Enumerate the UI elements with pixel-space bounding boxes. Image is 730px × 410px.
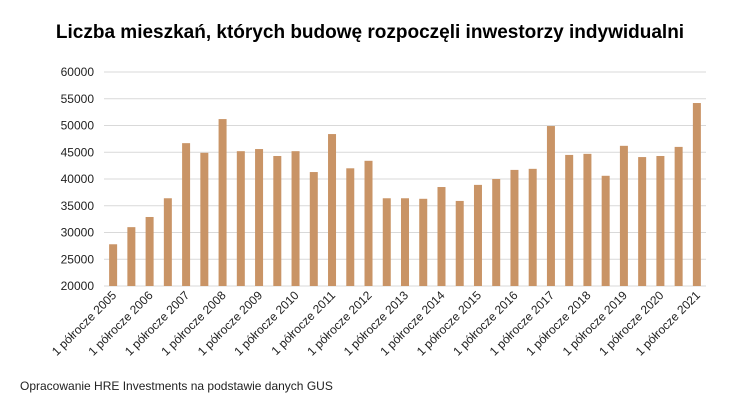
- x-tick-label: 1 półrocze 2010: [231, 288, 302, 359]
- bar: [273, 155, 282, 286]
- x-tick-label: 1 półrocze 2012: [304, 288, 375, 359]
- y-tick-label: 30000: [61, 226, 95, 240]
- bar: [601, 175, 610, 286]
- x-tick-label: 1 półrocze 2018: [523, 288, 594, 359]
- bar: [583, 153, 592, 286]
- x-tick-label: 1 półrocze 2015: [414, 288, 485, 359]
- bar: [674, 146, 683, 286]
- x-tick-label: 1 półrocze 2021: [633, 288, 704, 359]
- x-tick-label: 1 półrocze 2013: [341, 288, 412, 359]
- bar: [565, 154, 574, 286]
- bar: [692, 103, 701, 286]
- y-tick-label: 60000: [61, 65, 95, 79]
- source-note: Opracowanie HRE Investments na podstawie…: [20, 379, 333, 393]
- bar: [328, 134, 337, 286]
- x-tick-label: 1 półrocze 2017: [487, 288, 558, 359]
- x-tick-label: 1 półrocze 2007: [122, 288, 193, 359]
- x-tick-label: 1 półrocze 2011: [268, 288, 338, 358]
- bar: [218, 119, 227, 286]
- y-tick-label: 40000: [61, 172, 95, 186]
- y-tick-label: 25000: [61, 252, 95, 266]
- bar: [619, 145, 628, 286]
- bar: [656, 155, 665, 286]
- bar: [145, 216, 154, 286]
- bar: [401, 198, 409, 286]
- bar: [346, 168, 355, 286]
- x-tick-label: 1 półrocze 2016: [450, 288, 521, 359]
- x-tick-label: 1 półrocze 2009: [195, 288, 266, 359]
- bar: [492, 179, 501, 286]
- bar: [182, 143, 191, 286]
- bar: [437, 187, 446, 286]
- bar: [510, 169, 519, 286]
- bar: [528, 168, 537, 286]
- x-tick-label: 1 półrocze 2019: [560, 288, 631, 359]
- bar: [200, 152, 209, 286]
- x-tick-label: 1 półrocze 2006: [85, 288, 156, 359]
- bar: [546, 126, 555, 286]
- y-tick-label: 35000: [61, 199, 95, 213]
- bar: [291, 151, 300, 286]
- x-tick-label: 1 półrocze 2005: [49, 288, 120, 359]
- bar: [309, 172, 318, 286]
- y-tick-label: 50000: [61, 119, 95, 133]
- y-tick-label: 55000: [61, 92, 95, 106]
- bar: [163, 198, 172, 286]
- bar: [455, 200, 464, 286]
- bar: [638, 157, 647, 286]
- y-tick-label: 20000: [61, 279, 95, 293]
- bar: [364, 160, 373, 286]
- chart-title: Liczba mieszkań, których budowę rozpoczę…: [56, 22, 684, 43]
- y-tick-label: 45000: [61, 145, 95, 159]
- bar: [255, 149, 264, 286]
- bar: [419, 198, 428, 286]
- bar: [127, 227, 136, 286]
- bar: [382, 198, 391, 286]
- bar: [109, 244, 118, 286]
- x-tick-label: 1 półrocze 2020: [596, 288, 667, 359]
- bar: [473, 184, 482, 286]
- bar: [236, 151, 245, 286]
- x-tick-label: 1 półrocze 2008: [158, 288, 229, 359]
- x-tick-label: 1 półrocze 2014: [377, 288, 448, 359]
